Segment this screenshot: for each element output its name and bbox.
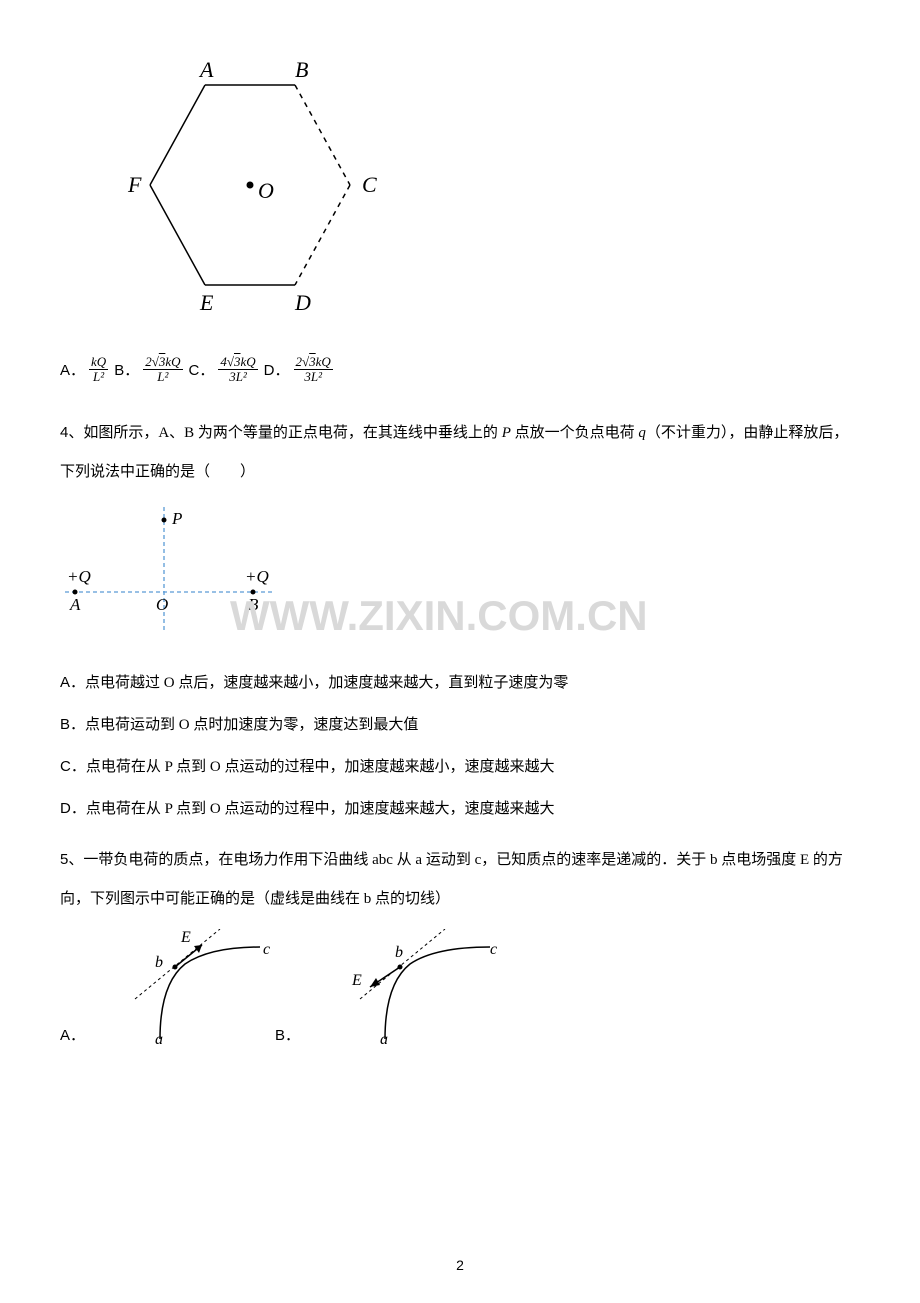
q4-figure: P +Q +Q A O B [60,502,860,642]
svg-text:O: O [156,595,168,614]
vertex-f: F [127,172,142,197]
q5-number: 5、 [60,851,83,868]
q4-opt-b: B．点电荷运动到 O 点时加速度为零，速度达到最大值 [60,704,860,746]
q4-opt-c: C．点电荷在从 P 点到 O 点运动的过程中，加速度越来越小，速度越来越大 [60,746,860,788]
svg-text:a: a [155,1031,163,1048]
vertex-d: D [294,290,311,315]
center-o: O [258,178,274,203]
q4-number: 4、 [60,424,83,441]
svg-text:B: B [248,595,259,614]
question-5: 5、一带负电荷的质点，在电场力作用下沿曲线 abc 从 a 运动到 c，已知质点… [60,840,860,919]
svg-text:+Q: +Q [67,567,91,586]
opt-d-frac: 2√3kQ 3L² [294,355,333,383]
hexagon-svg: A B C D E F O [100,50,400,320]
svg-text:+Q: +Q [245,567,269,586]
svg-text:E: E [180,929,191,946]
opt-a-label: A． [60,359,85,380]
opt-a-frac: kQ L² [89,355,108,383]
svg-text:a: a [380,1031,388,1048]
vertex-b: B [295,57,308,82]
q4-opt-a: A．点电荷越过 O 点后，速度越来越小，加速度越来越大，直到粒子速度为零 [60,662,860,704]
svg-text:A: A [69,595,81,614]
question-4: 4、如图所示，A、B 为两个等量的正点电荷，在其连线中垂线上的 P 点放一个负点… [60,413,860,492]
vertex-e: E [199,290,214,315]
vertex-c: C [362,172,377,197]
opt-c-label: C． [189,359,215,380]
page-number: 2 [0,1257,920,1273]
q5-figures: A． a b c E B． a b c E [60,929,860,1049]
q4-opt-d: D．点电荷在从 P 点到 O 点运动的过程中，加速度越来越大，速度越来越大 [60,788,860,830]
q3-options: A． kQ L² B． 2√3kQ L² C． 4√3kQ 3L² D． 2√3… [60,355,860,383]
opt-c-frac: 4√3kQ 3L² [218,355,257,383]
q5-opt-a-label: A． [60,1024,85,1045]
hexagon-figure: A B C D E F O [100,50,860,325]
opt-b-label: B． [114,359,139,380]
svg-text:c: c [263,941,270,958]
svg-text:E: E [351,972,362,989]
q4-svg: P +Q +Q A O B [60,502,280,637]
opt-d-label: D． [264,359,290,380]
vertex-a: A [198,57,214,82]
svg-text:P: P [171,509,182,528]
svg-text:b: b [395,944,403,961]
opt-b-frac: 2√3kQ L² [143,355,182,383]
q5-opt-b-label: B． [275,1024,300,1045]
svg-text:c: c [490,941,497,958]
q5-fig-a: a b c E [125,929,275,1049]
svg-text:b: b [155,954,163,971]
q5-fig-b: a b c E [340,929,500,1049]
